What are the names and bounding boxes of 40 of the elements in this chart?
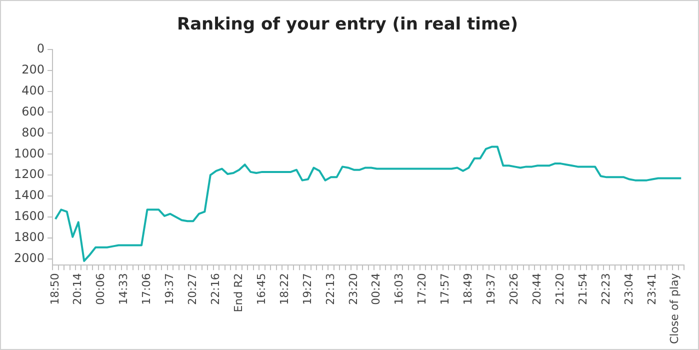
- y-tick-label: 0: [36, 42, 45, 56]
- x-tick-label: 21:54: [576, 273, 590, 305]
- x-tick-label: 00:24: [370, 273, 383, 305]
- x-tick-label: 23:04: [622, 273, 636, 305]
- y-tick-label: 800: [22, 125, 45, 140]
- x-tick-label: 20:44: [530, 273, 544, 305]
- x-tick-label: 20:27: [186, 273, 200, 305]
- y-tick-label: 1800: [14, 230, 45, 244]
- y-tick-label: 200: [22, 62, 45, 76]
- x-tick-label: 18:50: [48, 273, 62, 305]
- y-tick-label: 1200: [14, 167, 45, 182]
- y-tick-label: 600: [22, 104, 45, 118]
- x-tick-label: 19:37: [163, 273, 176, 305]
- y-tick-label: 1000: [14, 146, 45, 160]
- x-tick-label: 22:16: [209, 273, 222, 305]
- y-tick-label: 1400: [14, 188, 45, 202]
- x-tick-label: 23:20: [346, 273, 360, 305]
- chart-title: Ranking of your entry (in real time): [176, 14, 518, 35]
- x-tick-label: 00:06: [94, 273, 108, 305]
- x-tick-label: End R2: [232, 273, 245, 312]
- x-tick-label: 20:14: [71, 273, 84, 305]
- x-tick-label: 18:22: [278, 273, 291, 305]
- x-tick-label: 17:20: [416, 273, 429, 305]
- x-tick-label: 22:13: [324, 273, 337, 305]
- y-tick-label: 1600: [14, 209, 45, 224]
- x-tick-label: Close of play: [668, 272, 682, 344]
- x-tick-label: 17:06: [140, 273, 154, 305]
- x-tick-label: 19:37: [484, 273, 498, 305]
- x-tick-label: 16:45: [254, 273, 268, 305]
- y-tick-label: 400: [22, 83, 45, 98]
- x-tick-label: 17:57: [438, 273, 452, 305]
- x-tick-label: 14:33: [117, 273, 130, 305]
- y-tick-label: 2000: [14, 250, 45, 265]
- x-tick-label: 18:49: [462, 273, 475, 305]
- x-tick-label: 16:03: [392, 273, 406, 305]
- x-tick-label: 22:23: [599, 273, 612, 305]
- x-tick-label: 19:27: [300, 273, 314, 305]
- x-tick-label: 23:41: [645, 273, 658, 305]
- x-tick-label: 20:26: [508, 273, 521, 305]
- x-tick-label: 21:20: [553, 273, 566, 305]
